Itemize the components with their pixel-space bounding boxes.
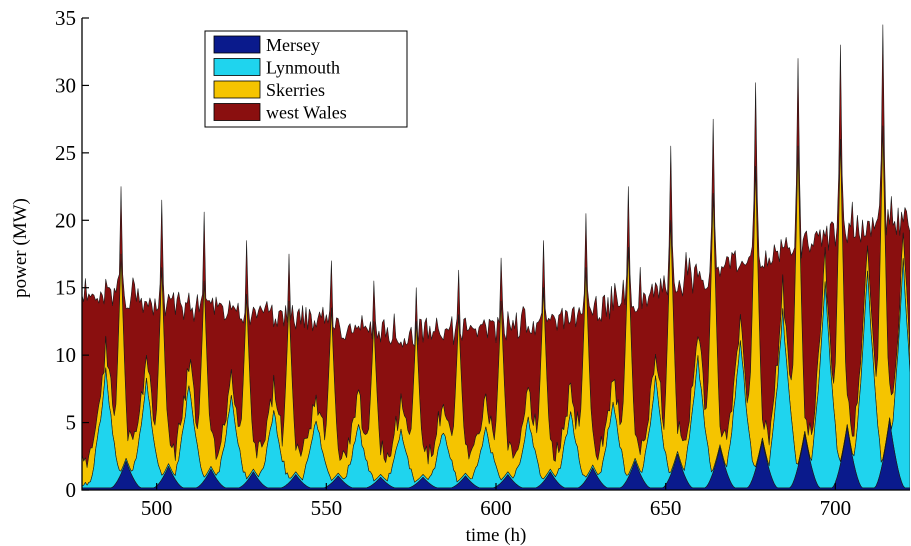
legend-label: Skerries xyxy=(266,80,325,100)
legend-swatch xyxy=(213,103,261,121)
y-tick-label: 5 xyxy=(66,411,77,435)
legend-swatch xyxy=(213,80,261,99)
x-tick-label: 500 xyxy=(141,496,173,520)
y-axis-title: power (MW) xyxy=(10,198,31,298)
x-tick-label: 700 xyxy=(820,496,852,520)
y-tick-label: 35 xyxy=(55,6,76,30)
y-tick-label: 20 xyxy=(55,208,76,232)
legend-label: Mersey xyxy=(266,35,320,55)
y-tick-label: 10 xyxy=(55,343,76,367)
series-area-mersey xyxy=(82,420,910,490)
plot-area xyxy=(82,24,910,490)
x-tick-label: 550 xyxy=(311,496,343,520)
y-tick-label: 0 xyxy=(66,478,77,502)
x-tick-label: 650 xyxy=(650,496,682,520)
y-tick-label: 25 xyxy=(55,141,76,165)
x-tick-label: 600 xyxy=(480,496,512,520)
legend-swatch xyxy=(213,58,261,76)
y-tick-label: 15 xyxy=(55,276,76,300)
y-tick-label: 30 xyxy=(55,73,76,97)
legend-swatch xyxy=(213,35,261,54)
legend-label: west Wales xyxy=(266,103,347,123)
legend-label: Lynmouth xyxy=(266,58,340,78)
x-axis-title: time (h) xyxy=(466,525,527,546)
axes: 0 5 10 15 20 25 30 35 500 550 600 650 700 xyxy=(55,6,910,520)
